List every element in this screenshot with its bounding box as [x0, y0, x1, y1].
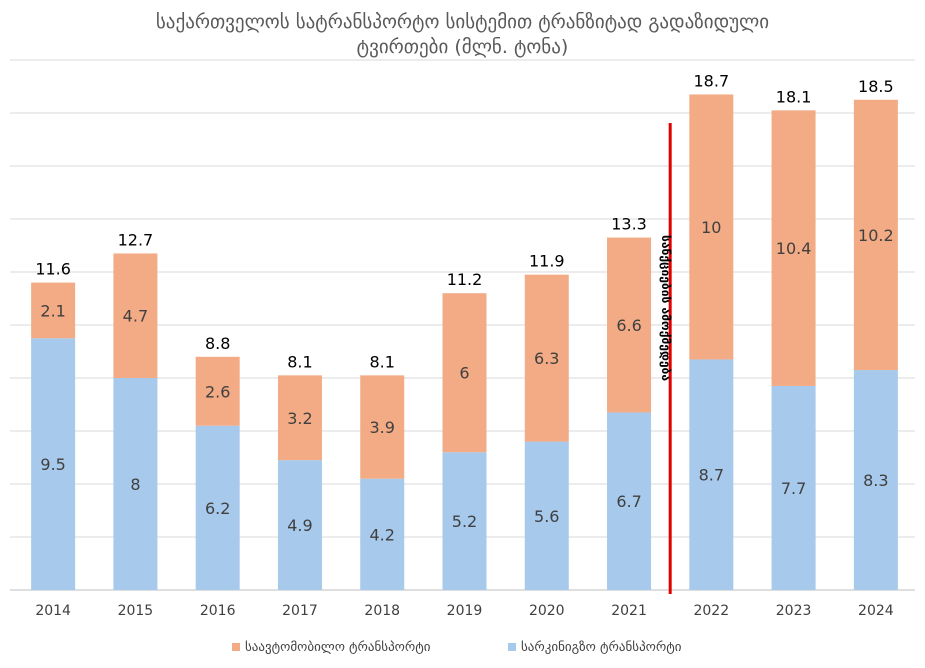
legend-swatch — [232, 643, 240, 651]
data-label: 5.2 — [452, 512, 477, 531]
data-label: 4.7 — [123, 307, 148, 326]
chart-title-line-1: საქართველოს სატრანსპორტო სისტემით ტრანზი… — [155, 11, 770, 33]
total-label: 8.1 — [370, 352, 395, 371]
x-tick-label: 2015 — [118, 603, 154, 619]
chart-title: საქართველოს სატრანსპორტო სისტემით ტრანზი… — [0, 10, 925, 60]
bar-segment-road — [524, 274, 569, 442]
data-label: 6.3 — [534, 349, 559, 368]
total-label: 11.9 — [529, 252, 565, 271]
legend-label: სარკინიგზო ტრანსპორტი — [521, 640, 682, 655]
sanctions-annotation: სანქციების ამოქმედება — [659, 235, 673, 381]
x-tick-label: 2016 — [200, 603, 236, 619]
bar-segment-rail — [689, 359, 734, 590]
bar-segment-rail — [195, 425, 240, 590]
total-label: 8.1 — [287, 352, 312, 371]
x-tick-label: 2021 — [611, 603, 647, 619]
legend-swatch — [508, 643, 516, 651]
x-tick-label: 2017 — [282, 603, 318, 619]
bar-segment-road — [360, 375, 405, 479]
bar-segment-road — [277, 375, 322, 461]
x-tick-label: 2014 — [35, 603, 71, 619]
total-label: 18.1 — [776, 87, 812, 106]
data-label: 3.2 — [287, 409, 312, 428]
data-label: 6 — [459, 364, 469, 383]
data-label: 6.7 — [616, 492, 641, 511]
chart-title-line-2: ტვირთები (მლნ. ტონა) — [356, 36, 569, 58]
data-label: 2.6 — [205, 382, 230, 401]
data-label: 8 — [130, 475, 140, 494]
data-label: 3.9 — [370, 418, 395, 437]
bar-segment-rail — [771, 385, 816, 590]
total-label: 18.5 — [858, 77, 894, 96]
data-label: 6.6 — [616, 316, 641, 335]
x-tick-label: 2022 — [693, 603, 729, 619]
data-label: 4.2 — [370, 525, 395, 544]
bar-segment-rail — [853, 370, 898, 590]
total-label: 11.2 — [447, 270, 483, 289]
bar-segment-road — [195, 356, 240, 426]
bar-segment-rail — [442, 452, 487, 590]
total-label: 8.8 — [205, 334, 230, 353]
bar-segment-road — [31, 282, 76, 339]
bar-segment-rail — [607, 412, 652, 590]
total-label: 18.7 — [694, 71, 730, 90]
bar-segment-rail — [360, 478, 405, 590]
data-label: 8.7 — [699, 466, 724, 485]
total-label: 11.6 — [35, 260, 71, 279]
x-tick-label: 2018 — [364, 603, 400, 619]
data-label: 7.7 — [781, 479, 806, 498]
bar-segment-road — [689, 94, 734, 360]
bar-segment-rail — [277, 460, 322, 590]
data-label: 8.3 — [863, 471, 888, 490]
bar-segment-road — [607, 237, 652, 413]
bar-segment-road — [442, 293, 487, 453]
bar-segment-road — [113, 253, 158, 378]
x-tick-label: 2024 — [858, 603, 894, 619]
total-label: 12.7 — [118, 230, 154, 249]
data-label: 9.5 — [40, 455, 65, 474]
data-label: 10.2 — [858, 226, 894, 245]
data-label: 10.4 — [776, 239, 812, 258]
data-label: 6.2 — [205, 499, 230, 518]
bar-segment-rail — [524, 441, 569, 590]
data-label: 4.9 — [287, 516, 312, 535]
bar-segment-rail — [31, 338, 76, 590]
x-tick-label: 2023 — [776, 603, 812, 619]
x-tick-label: 2019 — [447, 603, 483, 619]
total-label: 13.3 — [611, 215, 647, 234]
bar-segment-road — [853, 99, 898, 371]
data-label: 5.6 — [534, 507, 559, 526]
legend-label: საავტომობილო ტრანსპორტი — [245, 640, 431, 655]
bar-segment-rail — [113, 378, 158, 590]
data-label: 2.1 — [40, 301, 65, 320]
bar-segment-road — [771, 110, 816, 386]
x-tick-label: 2020 — [529, 603, 565, 619]
data-label: 10 — [701, 218, 721, 237]
